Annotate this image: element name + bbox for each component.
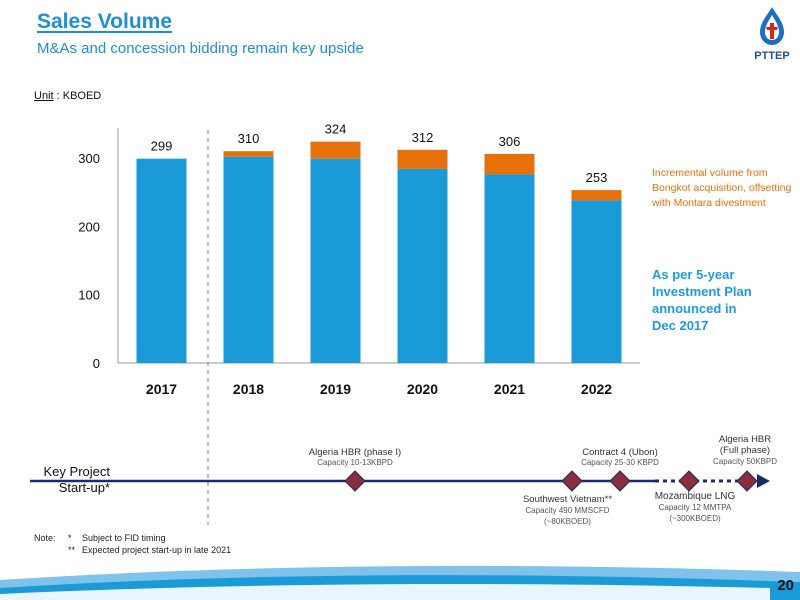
total-label-2019: 324: [325, 122, 347, 137]
orange-annotation-line: Bongkot acquisition, offsetting: [652, 182, 792, 194]
x-tick-label-2021: 2021: [494, 381, 525, 397]
bar-incremental-2018: [223, 151, 274, 157]
note-mark: **: [68, 545, 76, 555]
note-text: Expected project start-up in late 2021: [82, 545, 232, 555]
project-detail: Capacity 50KBPD: [712, 457, 778, 466]
timeline-label-line: Start-up*: [58, 480, 110, 495]
total-label-2018: 310: [238, 131, 260, 146]
bar-base-2021: [484, 174, 535, 363]
milestone-diamond-mozambique-lng: [678, 470, 700, 492]
note-text: Subject to FID timing: [82, 533, 166, 543]
pttep-logo: PTTEP: [754, 7, 790, 62]
bar-incremental-2022: [571, 190, 622, 201]
milestone-diamond-algeria-hbr-phase1: [344, 470, 366, 492]
logo-text: PTTEP: [754, 50, 789, 62]
total-label-2017: 299: [151, 139, 173, 154]
blue-annotation-line: Investment Plan: [652, 284, 752, 299]
unit-key: Unit: [34, 90, 54, 102]
timeline-markers: [344, 470, 758, 492]
total-label-2020: 312: [412, 130, 434, 145]
total-label-2021: 306: [499, 134, 521, 149]
bar-base-2017: [136, 158, 187, 363]
y-tick-label: 300: [78, 151, 100, 166]
project-name: Southwest Vietnam**: [522, 494, 613, 505]
bar-base-2018: [223, 156, 274, 363]
page-number: 20: [777, 577, 794, 594]
x-tick-label-2019: 2019: [320, 381, 351, 397]
timeline-arrow-icon: [757, 474, 770, 488]
y-tick-label: 100: [78, 288, 100, 303]
page-title: Sales Volume: [37, 10, 173, 33]
project-algeria-hbr-full: Algeria HBR (Full phase) Capacity 50KBPD: [700, 434, 790, 467]
project-name: Algeria HBR (phase I): [308, 447, 402, 458]
total-label-2022: 253: [586, 170, 608, 185]
project-detail: (~80KBOED): [544, 517, 591, 526]
unit-value: : KBOED: [53, 90, 102, 102]
project-detail: Capacity 490 MMSCFD: [525, 506, 610, 515]
project-name: Contract 4 (Ubon): [582, 447, 658, 458]
blue-annotation: As per 5-year Investment Plan announced …: [652, 266, 752, 334]
orange-annotation: Incremental volume from Bongkot acquisit…: [652, 166, 791, 211]
note-mark: *: [68, 533, 72, 543]
bar-incremental-2020: [397, 149, 448, 169]
bar-base-2022: [571, 200, 622, 363]
project-detail: Capacity 25-30 KBPD: [581, 458, 659, 467]
bar-incremental-2021: [484, 153, 535, 175]
timeline-label-line: Key Project: [43, 464, 110, 479]
x-tick-label-2020: 2020: [407, 381, 438, 397]
project-mozambique-lng: Mozambique LNG Capacity 12 MMTPA (~300KB…: [640, 491, 750, 524]
project-detail: (~300KBOED): [669, 514, 721, 523]
milestone-diamond-algeria-hbr-full: [736, 470, 758, 492]
timeline-label: Key Project Start-up*: [40, 464, 110, 496]
bar-incremental-2019: [310, 141, 361, 159]
bar-base-2019: [310, 158, 361, 363]
blue-annotation-line: As per 5-year: [652, 267, 735, 282]
x-tick-label-2017: 2017: [146, 381, 177, 397]
milestone-diamond-contract4: [609, 470, 631, 492]
footer-swoosh: [0, 565, 800, 600]
project-detail: Capacity 12 MMTPA: [658, 503, 732, 512]
blue-annotation-line: announced in: [652, 301, 737, 316]
y-tick-label: 0: [93, 356, 100, 371]
orange-annotation-line: with Montara divestment: [652, 197, 766, 209]
milestone-diamond-southwest-vietnam: [561, 470, 583, 492]
y-tick-label: 200: [78, 219, 100, 234]
project-name: (Full phase): [719, 445, 771, 456]
bar-base-2020: [397, 168, 448, 363]
page-subtitle: M&As and concession bidding remain key u…: [37, 40, 364, 57]
x-tick-label-2018: 2018: [233, 381, 264, 397]
notes-label: Note:: [34, 533, 56, 543]
project-name: Algeria HBR: [718, 434, 772, 445]
x-tick-label-2022: 2022: [581, 381, 612, 397]
orange-annotation-line: Incremental volume from: [652, 167, 768, 179]
project-name: Mozambique LNG: [654, 491, 736, 502]
project-contract4: Contract 4 (Ubon) Capacity 25-30 KBPD: [560, 447, 680, 467]
project-southwest-vietnam: Southwest Vietnam** Capacity 490 MMSCFD …: [500, 494, 635, 527]
project-algeria-hbr-phase1: Algeria HBR (phase I) Capacity 10-13KBPD: [285, 447, 425, 467]
blue-annotation-line: Dec 2017: [652, 318, 709, 333]
project-detail: Capacity 10-13KBPD: [317, 458, 393, 467]
unit-label: Unit : KBOED: [34, 90, 101, 102]
